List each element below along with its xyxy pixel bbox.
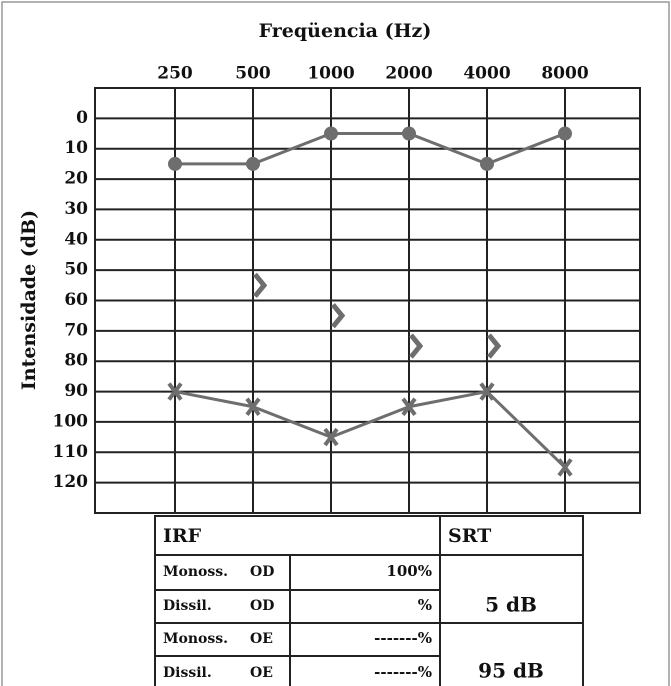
row-ear: OE — [250, 665, 273, 681]
table-border — [154, 515, 584, 686]
series-line — [175, 132, 566, 166]
marker-circle — [246, 156, 260, 171]
row-value: -------% — [374, 629, 432, 647]
marker-circle — [558, 126, 572, 141]
row-ear: OD — [250, 598, 274, 614]
row-label: Monoss. — [163, 631, 228, 647]
marker-bracket — [487, 333, 502, 359]
row-value: % — [418, 596, 432, 614]
y-tick-label: 30 — [64, 199, 88, 219]
row-ear: OD — [250, 564, 274, 580]
marker-circle — [324, 126, 338, 141]
irf-header: IRF — [163, 525, 202, 547]
y-tick-label: 80 — [64, 351, 88, 371]
y-tick-label: 10 — [64, 138, 88, 158]
marker-cross — [167, 382, 183, 401]
y-tick-label: 20 — [64, 169, 88, 189]
table — [154, 515, 584, 686]
marker-cross — [557, 458, 573, 477]
x-tick-label: 8000 — [541, 64, 588, 84]
x-tick-label: 500 — [235, 64, 271, 84]
marker-circle — [480, 156, 494, 171]
marker-cross — [245, 397, 261, 416]
srt-value: 5 dB — [485, 593, 537, 617]
marker-bracket — [409, 333, 424, 359]
row-label: Dissil. — [163, 598, 212, 614]
marker-circle — [168, 156, 182, 171]
y-tick-label: 110 — [53, 442, 89, 462]
y-axis-label: Intensidade (dB) — [18, 210, 40, 390]
chart-title: Freqüencia (Hz) — [259, 20, 432, 42]
row-label: Dissil. — [163, 665, 212, 681]
y-tick-label: 70 — [64, 320, 88, 340]
y-tick-label: 0 — [76, 108, 88, 128]
row-value: -------% — [374, 663, 432, 681]
y-tick-label: 40 — [64, 229, 88, 249]
x-tick-label: 250 — [157, 64, 193, 84]
marker-cross — [401, 397, 417, 416]
row-label: Monoss. — [163, 564, 228, 580]
x-tick-label: 4000 — [463, 64, 510, 84]
y-tick-label: 60 — [64, 290, 88, 310]
row-ear: OE — [250, 631, 273, 647]
y-tick-label: 50 — [64, 260, 88, 280]
series-line — [174, 389, 567, 469]
marker-bracket — [331, 303, 346, 329]
marker-cross — [479, 382, 495, 401]
x-tick-label: 2000 — [385, 64, 432, 84]
y-tick-label: 120 — [53, 472, 89, 492]
row-value: 100% — [386, 562, 432, 580]
y-tick-label: 100 — [53, 411, 89, 431]
srt-value: 95 dB — [478, 659, 544, 683]
marker-bracket — [253, 272, 268, 298]
marker-cross — [323, 427, 339, 447]
marker-circle — [402, 126, 416, 141]
x-tick-label: 1000 — [307, 64, 354, 84]
y-tick-label: 90 — [64, 381, 88, 401]
srt-header: SRT — [448, 525, 491, 547]
